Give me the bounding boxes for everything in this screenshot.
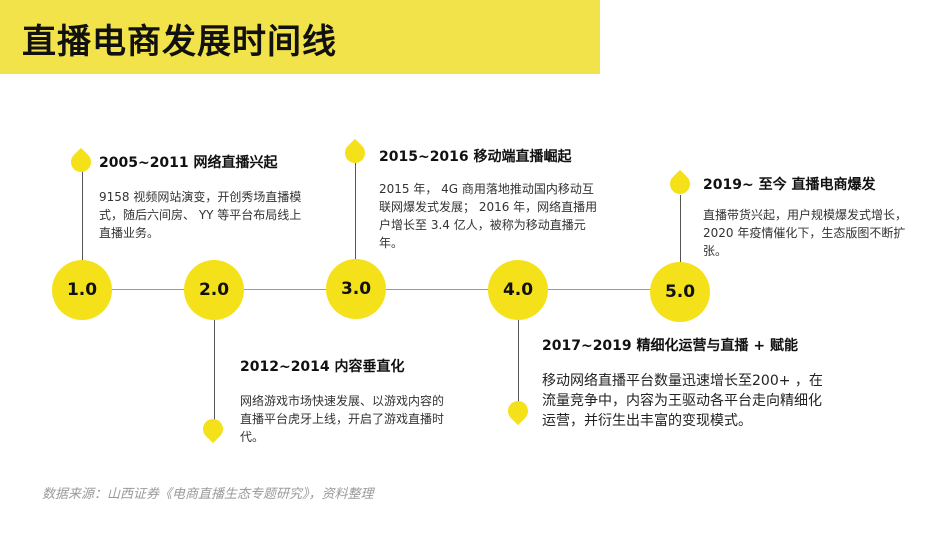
timeline-node-3: 3.0 (326, 259, 386, 319)
timeline-node-1: 1.0 (52, 260, 112, 320)
event-2-description: 网络游戏市场快速发展、以游戏内容的直播平台虎牙上线，开启了游戏直播时代。 (240, 394, 445, 444)
connector-3 (355, 163, 356, 260)
event-4-description: 移动网络直播平台数量迅速增长至200+ ，在流量竞争中，内容为王驱动各平台走向精… (542, 373, 823, 429)
pin-icon (503, 396, 533, 426)
pin-icon (66, 147, 96, 177)
connector-5 (680, 195, 681, 263)
timeline-node-2: 2.0 (184, 260, 244, 320)
page-title: 直播电商发展时间线 (22, 22, 337, 62)
timeline-node-4: 4.0 (488, 260, 548, 320)
event-1-heading: 2005~2011 网络直播兴起 (99, 155, 278, 171)
pin-icon (340, 138, 370, 168)
event-3-heading: 2015~2016 移动端直播崛起 (379, 149, 572, 165)
pin-icon (665, 169, 695, 199)
connector-1 (82, 170, 83, 260)
connector-2 (214, 320, 215, 420)
event-1-description: 9158 视频网站演变，开创秀场直播模式，随后六间房、 YY 等平台布局线上直播… (99, 190, 302, 240)
event-5-description: 直播带货兴起，用户规模爆发式增长， 2020 年疫情催化下，生态版图不断扩张。 (703, 208, 908, 258)
event-3-description: 2015 年， 4G 商用落地推动国内移动互联网爆发式发展； 2016 年，网络… (379, 182, 598, 250)
pin-icon (198, 414, 228, 444)
event-5-heading: 2019~ 至今 直播电商爆发 (703, 177, 876, 193)
event-4-heading: 2017~2019 精细化运营与直播 + 赋能 (542, 338, 799, 354)
connector-4 (518, 320, 519, 405)
source-note: 数据来源：山西证券《电商直播生态专题研究》，资料整理 (42, 487, 374, 502)
title-bar (0, 0, 600, 74)
event-2-heading: 2012~2014 内容垂直化 (240, 359, 405, 375)
timeline-node-5: 5.0 (650, 262, 710, 322)
